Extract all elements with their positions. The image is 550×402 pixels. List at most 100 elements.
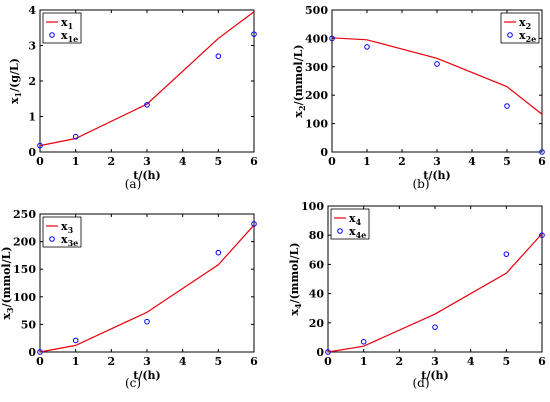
data-point-x3e (37, 349, 43, 355)
x-tick-label: 4 (179, 355, 187, 368)
y-tick-label: 300 (305, 61, 328, 74)
x-tick-label: 0 (36, 355, 44, 368)
y-tick-label: 100 (13, 291, 36, 304)
y-axis-label-base: x (0, 313, 13, 320)
x-tick-label: 3 (143, 355, 151, 368)
legend-entry-x2e: x2e (519, 29, 536, 44)
x-tick-label: 0 (36, 155, 44, 168)
x-tick-label: 5 (215, 355, 223, 368)
legend-box (330, 208, 370, 240)
legend-entry-base: x (61, 16, 68, 29)
legend-entry-x1e: x1e (61, 29, 78, 44)
legend-marker-swatch (507, 32, 513, 38)
x-axis-label: t/(h) (423, 169, 451, 182)
x-tick-label: 3 (433, 155, 441, 168)
chart-panel-d: 0 1 2 3 4 5 6020406080100t/(h)x4/(mmol/L)x4x4e… (288, 200, 546, 390)
y-tick-label: 40 (309, 288, 325, 301)
data-point-x2e (329, 35, 335, 42)
x-tick-label: 4 (179, 155, 187, 168)
legend-entry-base: x (349, 225, 356, 238)
legend-entry-base: x (349, 212, 356, 225)
y-axis-label-base: x (288, 309, 301, 316)
y-axis-label-base: x (292, 111, 305, 118)
data-point-x1e (251, 31, 257, 37)
y-axis-label: x2/(mmol/L) (292, 44, 307, 117)
legend-entry-x3e: x3e (61, 233, 78, 248)
legend-box (42, 216, 82, 248)
legend-entry-sub: 4e (356, 230, 367, 240)
y-axis-label-sub: 2 (297, 105, 307, 111)
x-tick-label: 2 (108, 155, 116, 168)
legend-box (500, 12, 540, 44)
series-line-x2 (331, 37, 543, 115)
x-tick-label: 0 (324, 355, 332, 368)
x-tick-label: 1 (72, 355, 80, 368)
y-tick-label: 80 (309, 229, 325, 242)
data-point-x2e (539, 149, 545, 155)
x-tick-label: 1 (363, 155, 371, 168)
panel-label: (c) (125, 376, 141, 390)
y-tick-label: 1 (28, 111, 36, 124)
legend-marker-swatch (49, 32, 55, 38)
x-tick-label: 2 (398, 155, 406, 168)
x-tick-label: 0 (328, 155, 336, 168)
x-tick-label: 4 (467, 355, 475, 368)
x-axis-label: t/(h) (133, 369, 161, 382)
data-point-x2e (434, 61, 440, 67)
panel-label: (b) (412, 177, 429, 191)
data-point-x3e (215, 249, 222, 256)
y-tick-label: 150 (13, 263, 36, 276)
data-point-x4e (432, 324, 438, 330)
legend-entry-sub: 2e (526, 34, 537, 44)
series-line-x4 (327, 233, 543, 353)
legend-entry-x1: x1 (61, 16, 73, 31)
legend-box (42, 12, 82, 44)
y-tick-label: 3 (28, 40, 36, 53)
data-point-x1e (37, 142, 43, 149)
legend-entry-sub: 3e (68, 238, 79, 248)
data-point-x3e (72, 337, 79, 344)
data-point-x2e (504, 103, 510, 109)
y-tick-label: 0 (28, 146, 36, 159)
x-axis-label: t/(h) (133, 169, 161, 182)
y-axis-label-sub: 1 (13, 92, 23, 98)
legend-entry-base: x (519, 29, 526, 42)
chart-panel-c: 0 1 2 3 4 5 6050100150200250t/(h)x3/(mmol/L)x3… (0, 208, 258, 390)
x-tick-label: 5 (215, 155, 223, 168)
y-axis-label-rest: /(mmol/L) (292, 44, 305, 105)
y-tick-label: 400 (305, 32, 328, 45)
x-tick-label: 6 (250, 355, 258, 368)
legend-entry-base: x (519, 16, 526, 29)
data-point-x4e (539, 232, 545, 238)
legend-entry-sub: 1e (68, 34, 79, 44)
y-axis-label-sub: 4 (293, 303, 303, 309)
y-axis-label: x4/(mmol/L) (288, 242, 303, 315)
panel-label: (d) (412, 376, 429, 390)
x-axis-label: t/(h) (421, 369, 449, 382)
legend-entry-sub: 4 (356, 217, 362, 227)
y-tick-label: 100 (305, 118, 328, 131)
legend-entry-x2: x2 (519, 16, 531, 31)
y-axis-label-base: x (8, 97, 21, 104)
x-tick-label: 1 (360, 355, 368, 368)
legend-entry-sub: 3 (68, 225, 74, 235)
legend-entry-base: x (61, 29, 68, 42)
legend-entry-x4: x4 (349, 212, 362, 227)
y-tick-label: 0 (316, 346, 324, 359)
panel-label: (a) (125, 177, 142, 191)
legend-entry-sub: 1 (68, 21, 74, 31)
y-tick-label: 0 (320, 146, 328, 159)
x-tick-label: 5 (503, 155, 511, 168)
y-tick-label: 250 (13, 208, 36, 221)
x-tick-label: 4 (468, 155, 476, 168)
y-tick-label: 200 (13, 236, 36, 249)
data-point-x4e (325, 349, 331, 355)
y-tick-label: 20 (309, 317, 325, 330)
y-axis-label-rest: /(g/L) (8, 58, 21, 92)
series-line-x3 (39, 224, 255, 353)
